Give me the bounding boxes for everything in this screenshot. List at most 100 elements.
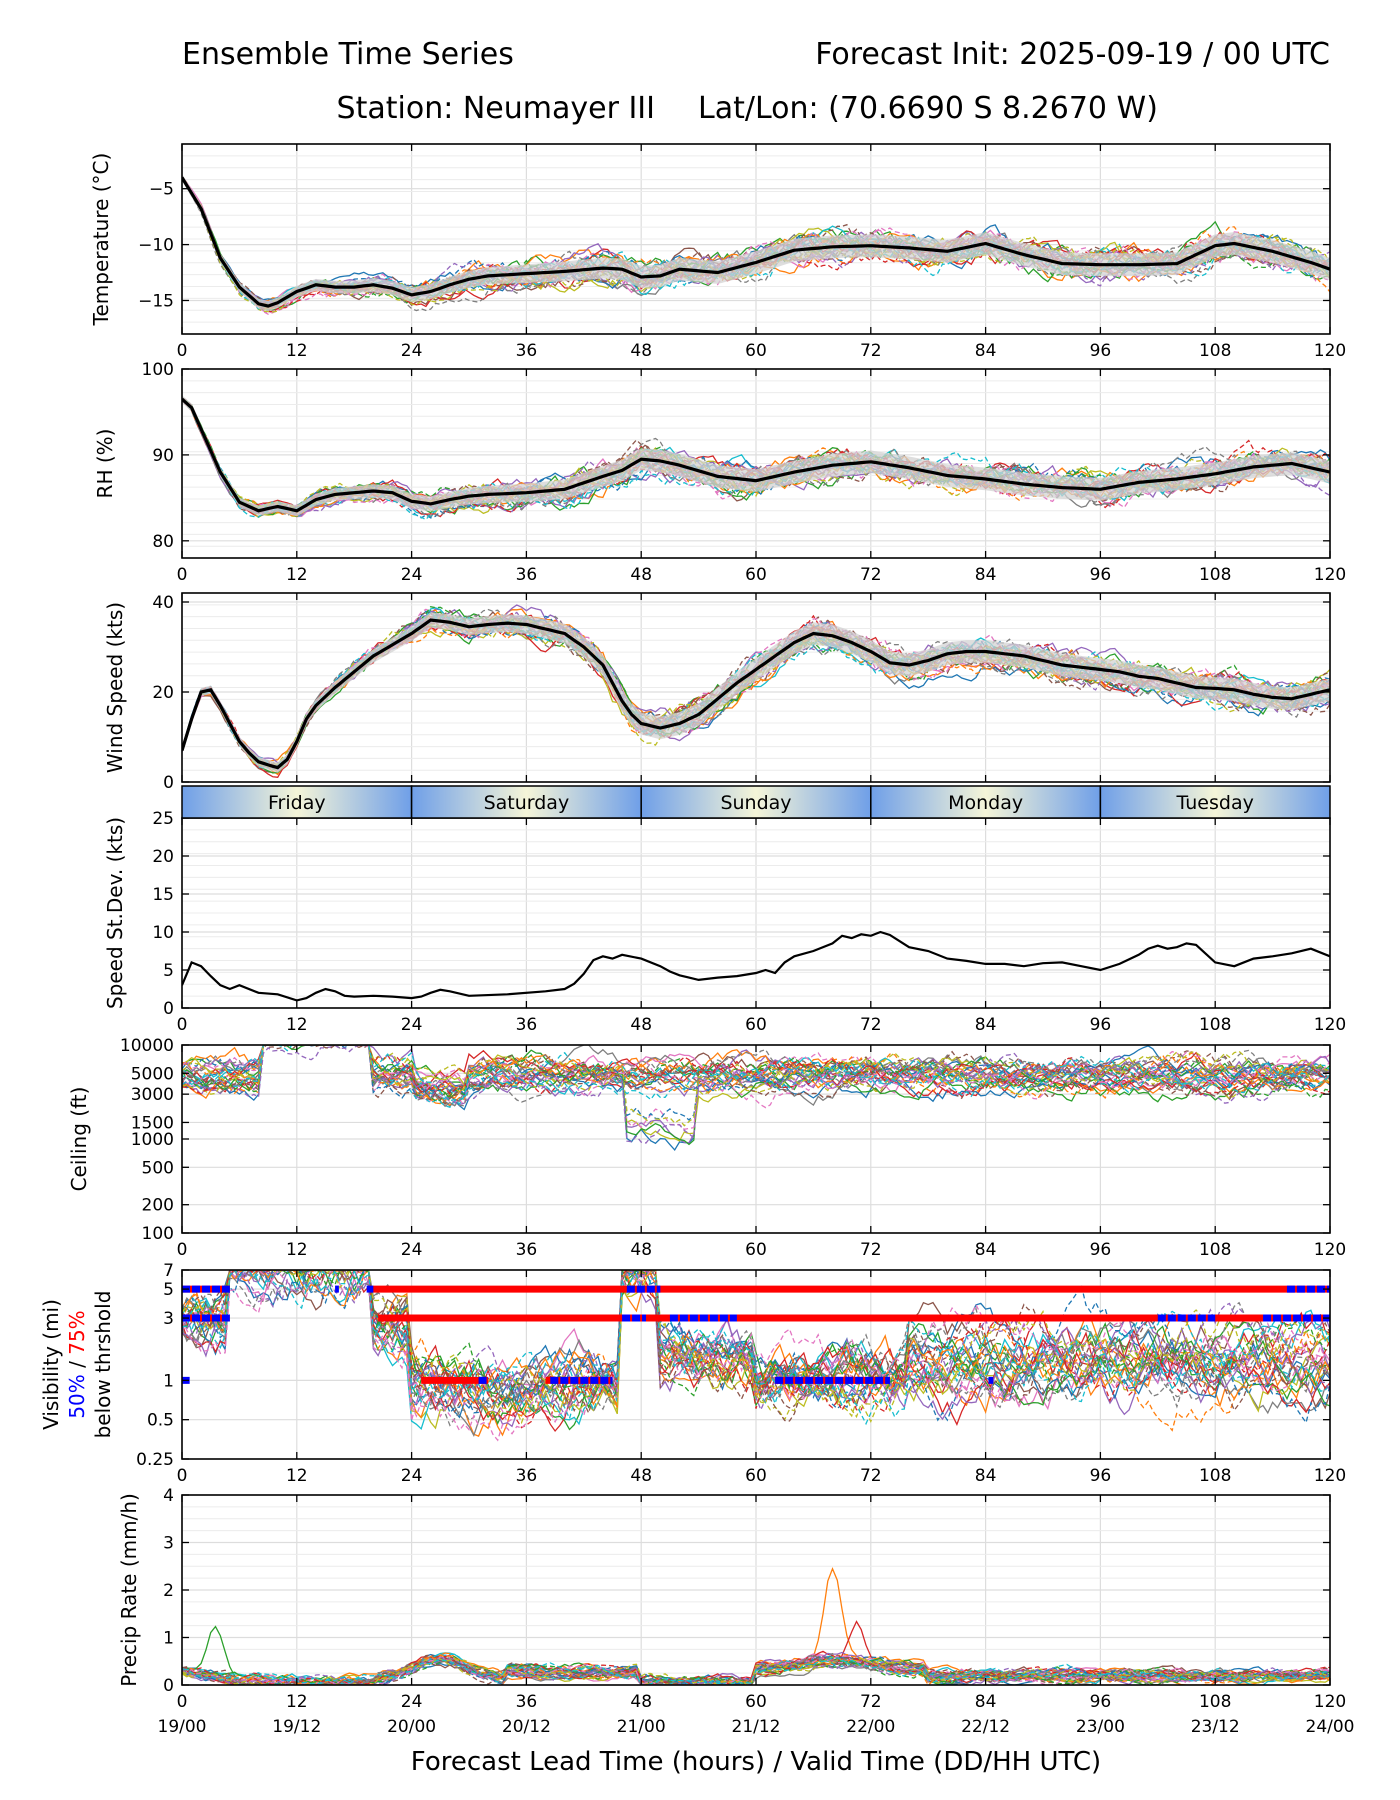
y-tick-label: 2 bbox=[163, 1581, 174, 1601]
panel-speed_stdev: 0 5 10 15 20 25 0 12 24 36 48 60 72 84 96 108 120 Speed S… bbox=[103, 809, 1346, 1035]
x-tick-label: 108 bbox=[1199, 1692, 1231, 1712]
visibility-member-line bbox=[182, 1270, 1330, 1426]
rh-plot-area bbox=[182, 395, 1330, 521]
y-tick-label: 3 bbox=[163, 1534, 174, 1554]
visibility-plot-area bbox=[182, 1270, 1330, 1442]
y-tick-label: 15 bbox=[152, 885, 174, 905]
x-tick-label: 48 bbox=[630, 565, 652, 585]
y-tick-label: 3000 bbox=[131, 1085, 174, 1105]
wind_speed-plot-area bbox=[182, 604, 1330, 778]
day-cell bbox=[181, 785, 413, 819]
valid-time-labels: 19/00 19/12 20/00 20/12 21/00 21/12 22/00 22/12… bbox=[158, 1717, 1355, 1737]
x-tick-label: 0 bbox=[177, 1240, 188, 1260]
y-tick-label: 200 bbox=[142, 1196, 174, 1216]
y-tick-label: 0 bbox=[163, 1676, 174, 1696]
y-tick-label: 5 bbox=[163, 961, 174, 981]
x-axis-label: Forecast Lead Time (hours) / Valid Time … bbox=[411, 1747, 1101, 1777]
station-label: Station: Neumayer III bbox=[337, 91, 655, 126]
y-tick-label: 100 bbox=[142, 360, 174, 380]
title-right: Forecast Init: 2025-09-19 / 00 UTC bbox=[815, 37, 1330, 72]
y-axis-label-threshold: below thrshold bbox=[91, 1291, 115, 1439]
valid-time-label: 20/00 bbox=[387, 1717, 436, 1737]
y-tick-label: 25 bbox=[152, 809, 174, 829]
x-tick-label: 96 bbox=[1090, 1692, 1112, 1712]
figure-header: Ensemble Time Series Forecast Init: 2025… bbox=[182, 37, 1330, 126]
x-tick-label: 24 bbox=[401, 1466, 423, 1486]
panel-temperature: −5 −10 −15 0 12 24 36 48 60 72 84 96 108 120 Temperatu… bbox=[89, 143, 1346, 361]
x-tick-label: 96 bbox=[1090, 565, 1112, 585]
wind_speed-mean-line bbox=[182, 618, 1330, 770]
x-tick-label: 84 bbox=[975, 341, 997, 361]
x-tick-label: 48 bbox=[630, 1466, 652, 1486]
y-tick-label: −5 bbox=[149, 180, 174, 200]
ceiling-member-line bbox=[182, 1045, 1330, 1127]
rh-mean-line bbox=[182, 397, 1330, 513]
visibility-member-line bbox=[182, 1270, 1330, 1424]
valid-time-label: 19/00 bbox=[158, 1717, 207, 1737]
y-axis-label: Speed St.Dev. (kts) bbox=[103, 817, 127, 1009]
x-tick-label: 108 bbox=[1199, 565, 1231, 585]
y-tick-label: 10000 bbox=[120, 1036, 174, 1056]
y-tick-label: 4 bbox=[163, 1486, 174, 1506]
x-tick-label: 36 bbox=[516, 1466, 538, 1486]
x-tick-label: 12 bbox=[286, 1015, 308, 1035]
x-tick-label: 84 bbox=[975, 1240, 997, 1260]
y-tick-label: 1500 bbox=[131, 1113, 174, 1133]
precip-member-line bbox=[182, 1652, 1330, 1685]
x-tick-label: 24 bbox=[401, 1692, 423, 1712]
temperature-plot-area bbox=[182, 173, 1330, 315]
x-tick-label: 36 bbox=[516, 565, 538, 585]
label-50pct: 50% bbox=[65, 1374, 89, 1418]
ceiling-member-line bbox=[182, 1045, 1330, 1142]
x-tick-label: 72 bbox=[860, 1240, 882, 1260]
x-tick-label: 120 bbox=[1314, 341, 1346, 361]
valid-time-label: 23/00 bbox=[1076, 1717, 1125, 1737]
x-tick-label: 108 bbox=[1199, 1466, 1231, 1486]
x-tick-label: 96 bbox=[1090, 1240, 1112, 1260]
y-tick-label: 0 bbox=[163, 773, 174, 793]
y-axis-label: Ceiling (ft) bbox=[67, 1087, 91, 1192]
day-label: Monday bbox=[948, 792, 1023, 814]
precip-member-line bbox=[182, 1659, 1330, 1685]
valid-time-label: 19/12 bbox=[272, 1717, 321, 1737]
x-tick-label: 72 bbox=[860, 341, 882, 361]
x-tick-label: 120 bbox=[1314, 1240, 1346, 1260]
x-tick-label: 96 bbox=[1090, 341, 1112, 361]
day-cell bbox=[640, 785, 872, 819]
x-tick-label: 0 bbox=[177, 1692, 188, 1712]
y-tick-label: 500 bbox=[142, 1158, 174, 1178]
panel-rh: 80 90 100 0 12 24 36 48 60 72 84 96 108 120 RH (%) bbox=[93, 360, 1346, 585]
y-tick-label: 5000 bbox=[131, 1064, 174, 1084]
y-axis-label: Temperature (°C) bbox=[89, 153, 113, 327]
valid-time-label: 24/00 bbox=[1306, 1717, 1355, 1737]
x-tick-label: 48 bbox=[630, 341, 652, 361]
y-tick-label: −15 bbox=[138, 291, 174, 311]
precip-member-line bbox=[182, 1656, 1330, 1685]
x-tick-label: 60 bbox=[745, 341, 767, 361]
x-tick-label: 60 bbox=[745, 565, 767, 585]
x-tick-label: 72 bbox=[860, 1015, 882, 1035]
y-tick-label: 100 bbox=[142, 1224, 174, 1244]
x-tick-label: 36 bbox=[516, 1015, 538, 1035]
y-tick-label: 0.25 bbox=[136, 1450, 174, 1470]
x-tick-label: 120 bbox=[1314, 1466, 1346, 1486]
wind_speed-spread-band bbox=[182, 612, 1330, 773]
day-cell bbox=[1099, 785, 1331, 819]
visibility-member-line bbox=[182, 1270, 1330, 1442]
x-tick-label: 84 bbox=[975, 1692, 997, 1712]
x-tick-label: 24 bbox=[401, 1015, 423, 1035]
x-tick-label: 60 bbox=[745, 1692, 767, 1712]
day-label: Sunday bbox=[720, 792, 791, 814]
rh-member-line bbox=[182, 400, 1330, 516]
y-tick-label: 1 bbox=[163, 1629, 174, 1649]
x-tick-label: 108 bbox=[1199, 341, 1231, 361]
y-tick-label: 80 bbox=[152, 532, 174, 552]
visibility-member-line bbox=[182, 1270, 1330, 1425]
x-tick-label: 0 bbox=[177, 1015, 188, 1035]
y-axis-label: Wind Speed (kts) bbox=[103, 602, 127, 773]
x-tick-label: 96 bbox=[1090, 1466, 1112, 1486]
x-tick-label: 60 bbox=[745, 1466, 767, 1486]
